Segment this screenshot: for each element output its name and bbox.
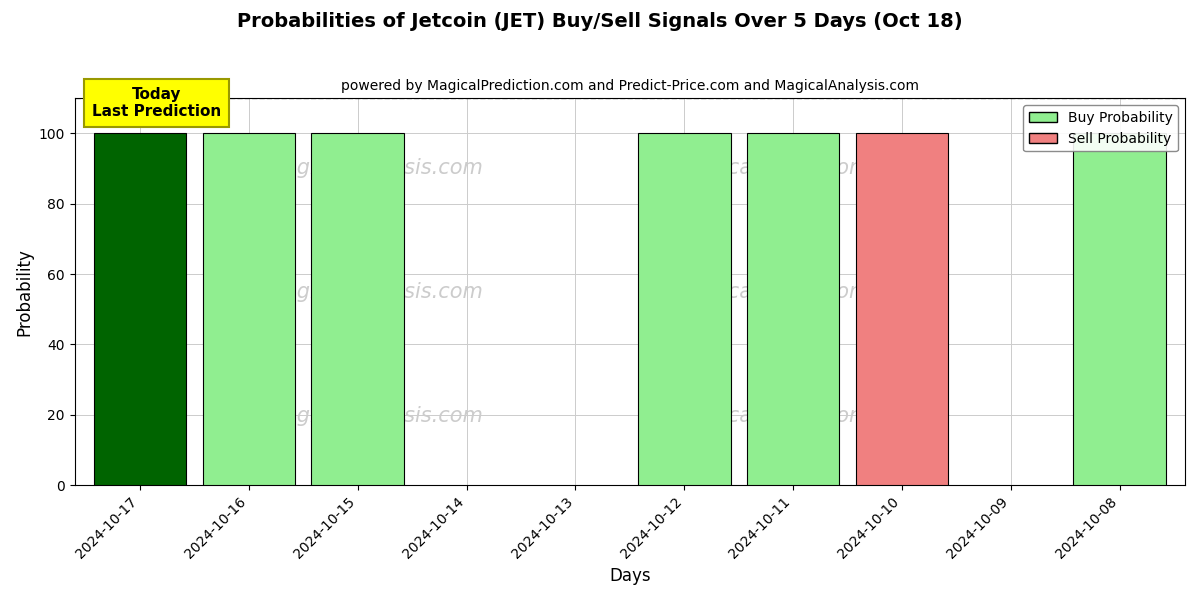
Legend: Buy Probability, Sell Probability: Buy Probability, Sell Probability [1024, 105, 1178, 151]
Bar [312, 133, 404, 485]
Text: MagicalPrediction.com: MagicalPrediction.com [679, 406, 914, 425]
Text: MagicalAnalysis.com: MagicalAnalysis.com [266, 158, 482, 178]
Text: Probabilities of Jetcoin (JET) Buy/Sell Signals Over 5 Days (Oct 18): Probabilities of Jetcoin (JET) Buy/Sell … [238, 12, 962, 31]
Text: MagicalAnalysis.com: MagicalAnalysis.com [266, 406, 482, 425]
Text: MagicalPrediction.com: MagicalPrediction.com [679, 158, 914, 178]
Bar [856, 133, 948, 485]
Bar [746, 133, 839, 485]
Bar [1074, 133, 1166, 485]
Title: powered by MagicalPrediction.com and Predict-Price.com and MagicalAnalysis.com: powered by MagicalPrediction.com and Pre… [341, 79, 919, 93]
Y-axis label: Probability: Probability [16, 248, 34, 335]
Bar [203, 133, 295, 485]
Bar [94, 133, 186, 485]
Text: MagicalAnalysis.com: MagicalAnalysis.com [266, 282, 482, 302]
X-axis label: Days: Days [610, 567, 650, 585]
Text: Today
Last Prediction: Today Last Prediction [91, 87, 221, 119]
Bar [638, 133, 731, 485]
Text: MagicalPrediction.com: MagicalPrediction.com [679, 282, 914, 302]
